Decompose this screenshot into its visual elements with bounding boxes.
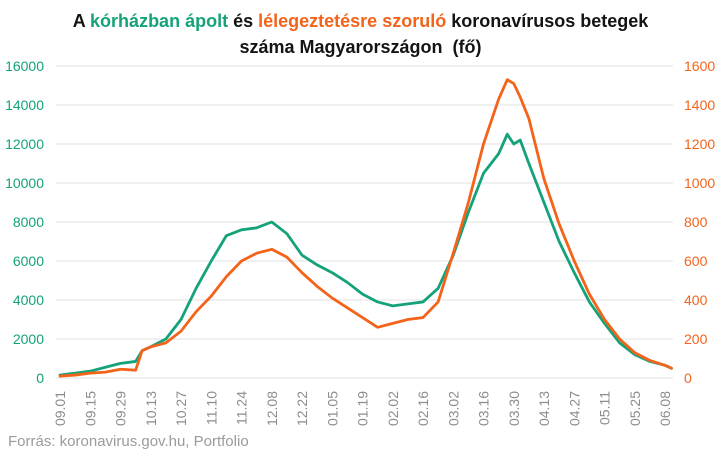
x-tick-label: 02.16 xyxy=(415,391,431,426)
y-left-tick-label: 12000 xyxy=(5,136,44,152)
x-tick-label: 06.08 xyxy=(657,391,673,426)
x-tick-label: 09.15 xyxy=(82,391,98,426)
y-right-tick-label: 1600 xyxy=(684,58,715,74)
y-left-tick-label: 6000 xyxy=(13,253,44,269)
x-tick-label: 10.13 xyxy=(143,391,159,426)
y-right-tick-label: 200 xyxy=(684,331,708,347)
y-right-tick-label: 1400 xyxy=(684,97,715,113)
x-tick-label: 02.02 xyxy=(385,391,401,426)
ventilated-line xyxy=(58,78,673,378)
x-tick-label: 01.19 xyxy=(355,391,371,426)
y-left-tick-label: 14000 xyxy=(5,97,44,113)
y-right-tick-label: 400 xyxy=(684,292,708,308)
title-prefix: A xyxy=(72,11,86,31)
x-tick-label: 03.02 xyxy=(445,391,461,426)
x-tick-label: 01.05 xyxy=(324,391,340,426)
title-conjunction: és xyxy=(233,11,254,31)
x-tick-label: 11.24 xyxy=(234,391,250,425)
y-right-tick-label: 0 xyxy=(684,370,692,386)
y-left-tick-label: 8000 xyxy=(13,214,44,230)
source-note: Forrás: koronavirus.gov.hu, Portfolio xyxy=(8,433,249,450)
x-tick-label: 12.22 xyxy=(294,391,310,426)
x-tick-label: 05.25 xyxy=(627,391,643,426)
y-right-tick-label: 800 xyxy=(684,214,708,230)
y-left-tick-label: 0 xyxy=(36,370,44,386)
y-left-tick-label: 16000 xyxy=(5,58,44,74)
y-right-tick-label: 1200 xyxy=(684,136,715,152)
x-tick-label: 04.27 xyxy=(566,391,582,426)
y-right-tick-label: 1000 xyxy=(684,175,715,191)
y-left-tick-label: 4000 xyxy=(13,292,44,308)
x-tick-label: 03.30 xyxy=(506,391,522,426)
x-tick-label: 05.11 xyxy=(597,391,613,425)
x-tick-label: 09.29 xyxy=(113,391,129,426)
x-tick-label: 12.08 xyxy=(264,391,280,426)
chart-title: A kórházban ápolt és lélegeztetésre szor… xyxy=(0,8,721,60)
title-series-ventilated: lélegeztetésre szoruló xyxy=(258,11,447,31)
x-tick-label: 11.10 xyxy=(203,391,219,425)
y-left-tick-label: 2000 xyxy=(13,331,44,347)
x-tick-label: 03.16 xyxy=(476,391,492,426)
x-tick-label: 04.13 xyxy=(536,391,552,426)
y-right-tick-label: 600 xyxy=(684,253,708,269)
title-suffix: koronavírusos betegek xyxy=(451,11,649,31)
x-tick-label: 10.27 xyxy=(173,391,189,426)
title-series-hospitalized: kórházban ápolt xyxy=(90,11,229,31)
y-left-tick-label: 10000 xyxy=(5,175,44,191)
title-line-2: száma Magyarországon (fő) xyxy=(239,37,482,57)
x-tick-label: 09.01 xyxy=(52,391,68,426)
